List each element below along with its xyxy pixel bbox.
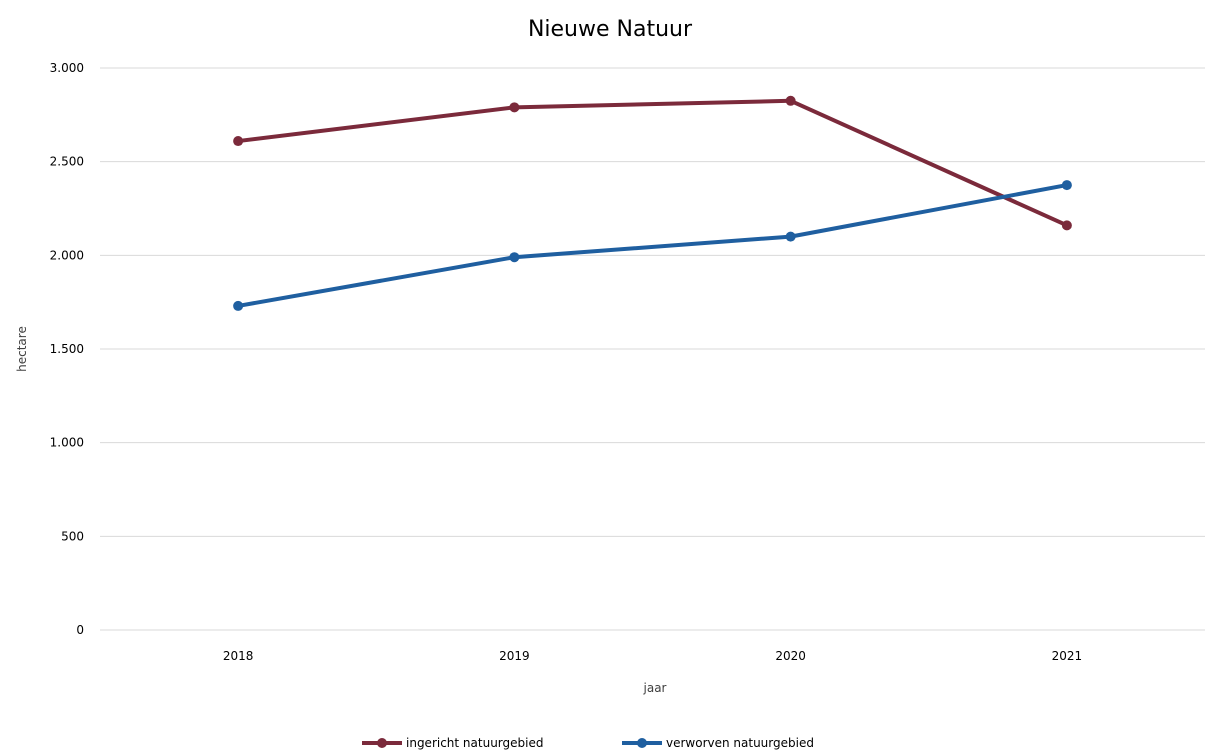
- x-axis-ticks: 2018 2019 2020 2021: [223, 649, 1082, 663]
- legend-item-2: verworven natuurgebied: [622, 736, 814, 750]
- y-tick-label: 2.000: [50, 248, 84, 262]
- legend-label-1: ingericht natuurgebied: [406, 736, 543, 750]
- series-2: [233, 180, 1072, 311]
- legend-marker-2: [637, 738, 647, 748]
- data-point-1-2021: [1061, 220, 1072, 231]
- data-point-2-2021: [1061, 180, 1072, 191]
- series-lines: [233, 95, 1072, 311]
- data-point-2-2018: [233, 300, 244, 311]
- chart-title: Nieuwe Natuur: [528, 17, 693, 42]
- y-tick-label: 1.500: [50, 342, 84, 356]
- y-axis-title: hectare: [15, 326, 29, 372]
- x-tick-label-2018: 2018: [223, 649, 254, 663]
- y-tick-label: 500: [61, 529, 84, 543]
- x-tick-label-2020: 2020: [775, 649, 806, 663]
- y-tick-label: 3.000: [50, 61, 84, 75]
- x-tick-label-2019: 2019: [499, 649, 530, 663]
- data-point-2-2020: [785, 231, 796, 242]
- series-line-2: [236, 183, 1069, 308]
- x-axis-title: jaar: [643, 681, 667, 695]
- data-point-1-2018: [233, 136, 244, 147]
- y-tick-label: 1.000: [50, 436, 84, 450]
- legend: ingericht natuurgebied verworven natuurge…: [362, 736, 814, 750]
- series-line-1: [236, 98, 1069, 228]
- y-tick-label: 2.500: [50, 155, 84, 169]
- legend-marker-1: [377, 738, 387, 748]
- data-point-1-2019: [509, 102, 520, 113]
- data-point-1-2020: [785, 95, 796, 106]
- y-axis-ticks: 0 500 1.000 1.500 2.000 2.500 3.000: [50, 61, 84, 637]
- grid-lines: [100, 67, 1205, 631]
- legend-item-1: ingericht natuurgebied: [362, 736, 543, 750]
- legend-label-2: verworven natuurgebied: [666, 736, 814, 750]
- y-tick-label: 0: [76, 623, 84, 637]
- series-1: [233, 95, 1072, 231]
- x-tick-label-2021: 2021: [1052, 649, 1083, 663]
- data-point-2-2019: [509, 252, 520, 263]
